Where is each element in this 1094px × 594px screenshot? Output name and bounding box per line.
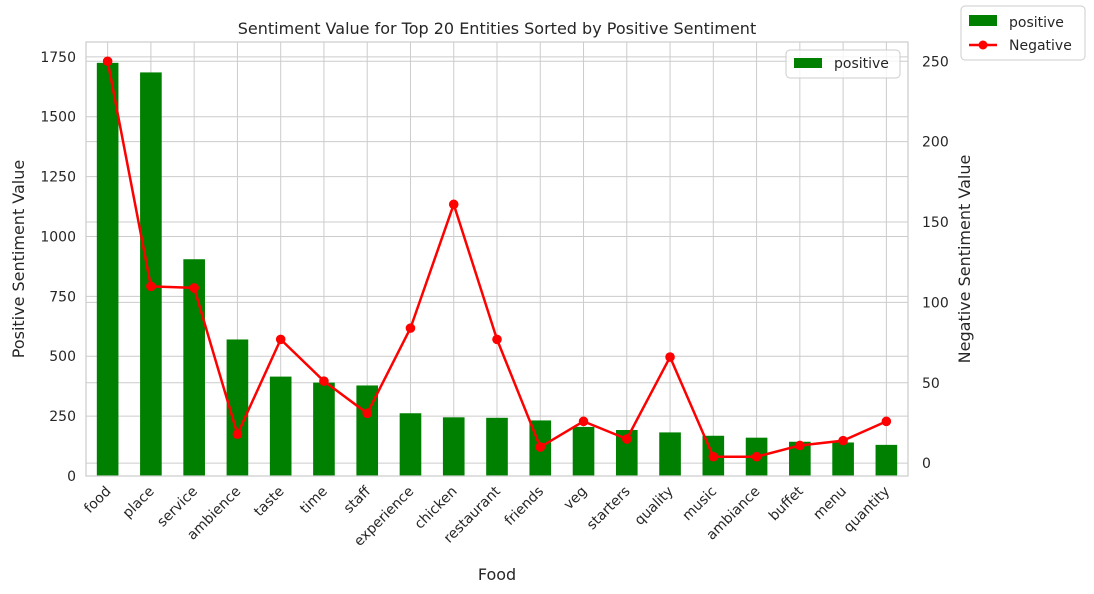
x-tick-label-friends: friends [502,484,547,529]
bar-chicken [442,417,465,476]
y-axis-label: Positive Sentiment Value [9,160,28,359]
legend-outer-label-positive: positive [1009,15,1064,31]
x-tick-label-time: time [297,484,331,518]
bar-taste [269,376,292,476]
y-axis-right-ticks: 0 50 100 150 200 250 [922,54,949,472]
x-tick-label-starters: starters [584,484,634,534]
legend-outer-label-negative: Negative [1009,38,1072,54]
y-tick-label-right: 250 [922,54,949,70]
bar-starters [615,430,638,476]
y-tick-label-left: 1500 [40,110,76,126]
x-tick-label-staff: staff [341,483,374,516]
bar-menu [832,442,854,476]
plot-frame [85,41,909,477]
y-tick-label-right: 200 [922,135,949,151]
x-tick-label-taste: taste [251,484,287,520]
bar-place [140,72,162,476]
y-tick-label-left: 1000 [40,229,76,245]
legend-outer-marker-negative [978,40,988,50]
x-tick-label-place: place [120,484,158,522]
bar-buffet [789,441,811,476]
y-tick-label-left: 0 [67,469,76,485]
point-time [319,376,329,386]
y2-axis-label: Negative Sentiment Value [955,155,974,364]
x-tick-label-menu: menu [810,484,850,524]
bar-ambience [226,339,249,476]
bar-series-positive [96,62,898,477]
point-food [102,56,113,67]
line-series-negative [102,56,892,462]
bar-quantity [875,444,898,476]
x-tick-label-buffet: buffet [766,483,807,524]
grid [86,42,908,477]
point-starters [621,434,632,444]
y-tick-label-left: 750 [49,289,76,305]
point-menu [838,435,848,446]
point-ambiance [751,451,762,462]
y-tick-label-left: 500 [49,349,76,365]
point-taste [275,334,286,345]
point-experience [405,323,416,333]
bar-experience [399,413,422,476]
point-quantity [881,416,892,427]
x-tick-label-food: food [81,484,114,517]
y-axis-left-ticks: 0 250 500 750 1000 1250 1500 1750 [40,50,76,485]
legend-outer: positive Negative [960,5,1086,61]
y-tick-label-left: 250 [49,409,76,425]
bar-veg [572,426,595,476]
y-tick-label-right: 50 [922,376,940,392]
y-tick-label-right: 150 [922,215,949,231]
legend-inner-label-positive: positive [834,56,889,72]
legend-inner-frame [785,49,901,79]
legend-inner-swatch-positive [794,58,822,68]
point-quality [665,352,675,362]
legend-inner: positive [785,49,901,79]
bar-service [183,259,205,476]
y-tick-label-right: 100 [922,295,949,311]
x-tick-label-music: music [680,484,721,525]
point-restaurant [492,334,502,345]
legend-outer-swatch-positive [969,15,997,26]
point-veg [578,416,589,427]
bar-quality [659,432,681,476]
point-staff [362,408,373,419]
y-tick-label-left: 1750 [40,50,76,66]
y-tick-label-right: 0 [922,456,931,472]
x-tick-label-quality: quality [632,484,677,529]
x-tick-label-veg: veg [561,484,591,514]
point-service [189,283,199,293]
point-friends [535,442,546,452]
point-music [708,451,719,462]
x-tick-label-quantity: quantity [841,484,894,537]
point-chicken [448,199,459,210]
point-buffet [795,440,805,451]
point-place [146,281,156,292]
y-tick-label-left: 1250 [40,170,76,186]
point-ambience [232,429,243,440]
x-axis-label: Food [478,565,516,584]
bar-food [96,62,119,477]
bar-time [313,382,335,476]
bar-restaurant [486,417,508,476]
chart-title: Sentiment Value for Top 20 Entities Sort… [238,19,756,38]
